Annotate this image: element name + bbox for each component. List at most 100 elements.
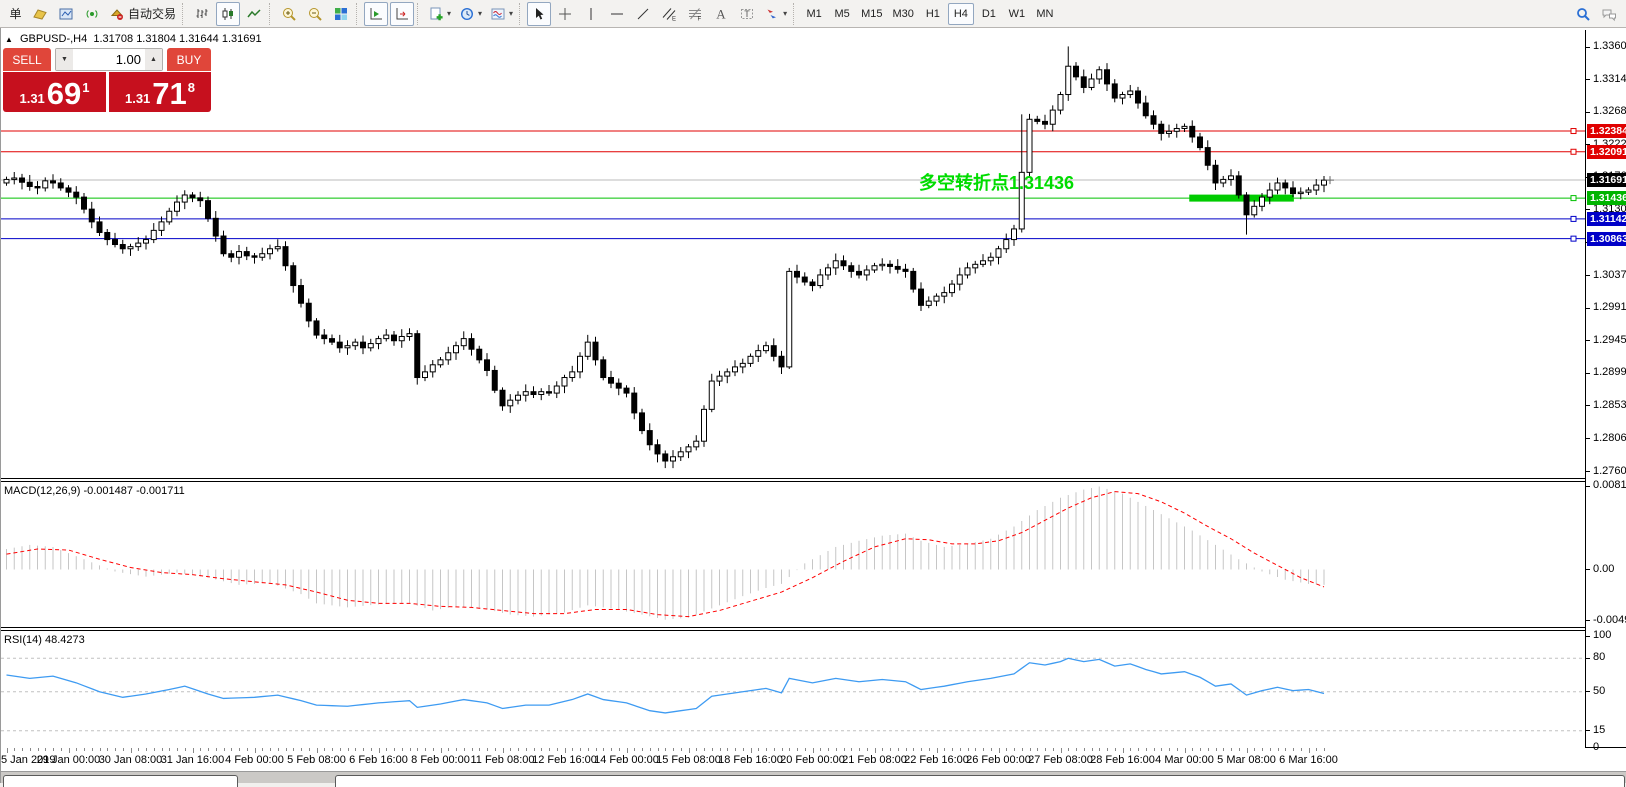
- sell-button[interactable]: SELL: [3, 48, 51, 71]
- time-tick: [742, 748, 744, 751]
- periods-button[interactable]: ▾: [456, 2, 485, 26]
- chat-button[interactable]: [1597, 2, 1621, 26]
- sell-price[interactable]: 1.31 69 1: [3, 72, 106, 112]
- buy-price[interactable]: 1.31 71 8: [109, 72, 211, 112]
- time-tick: [510, 748, 512, 751]
- ohlc-close: 1.31691: [221, 33, 262, 45]
- time-tick: [533, 748, 535, 751]
- crosshair-button[interactable]: [553, 2, 577, 26]
- new-chart-button[interactable]: ▾: [425, 2, 454, 26]
- timeframe-d1-button[interactable]: D1: [981, 7, 996, 20]
- time-tick: [316, 748, 318, 753]
- tile-windows-button[interactable]: [329, 2, 353, 26]
- time-tick: [1300, 748, 1302, 751]
- chart-tab[interactable]: [3, 775, 238, 787]
- time-tick: [1114, 748, 1116, 751]
- zoom-out-button[interactable]: [303, 2, 327, 26]
- sell-price-small: 1.31: [19, 91, 45, 106]
- axis-tick-mark: [1586, 275, 1590, 277]
- horizontal-line-button[interactable]: [605, 2, 629, 26]
- new-order-button[interactable]: 单: [2, 2, 26, 26]
- timeframe-m5-button[interactable]: M5: [834, 7, 850, 20]
- time-tick: [618, 748, 620, 751]
- hline-price-label: 1.31436: [1587, 191, 1626, 206]
- arrows-dropdown-icon[interactable]: ▾: [783, 9, 788, 18]
- time-tick: [153, 748, 155, 751]
- axis-tick-mark: [1586, 471, 1590, 472]
- line-chart-icon: [246, 6, 262, 22]
- equidistant-channel-button[interactable]: E: [657, 2, 681, 26]
- macd-pane[interactable]: [1, 482, 1585, 627]
- bar-chart-button[interactable]: [190, 2, 214, 26]
- zoom-in-button[interactable]: [277, 2, 301, 26]
- axis-tick-mark: [1586, 747, 1590, 748]
- time-tick: [897, 748, 899, 751]
- time-tick: [642, 748, 643, 751]
- time-tick: [758, 748, 760, 751]
- candlestick-chart-button[interactable]: [216, 1, 241, 26]
- templates-dropdown-icon[interactable]: ▾: [509, 9, 514, 18]
- time-tick: [990, 748, 992, 751]
- text-button[interactable]: A: [709, 2, 733, 26]
- chart-annotation[interactable]: 多空转折点1.31436: [919, 173, 1075, 194]
- pane-divider[interactable]: [1, 630, 1626, 631]
- toolbar-separator: [417, 2, 422, 25]
- timeframe-mn-button[interactable]: MN: [1036, 7, 1054, 20]
- new-chart-icon: [428, 6, 444, 22]
- crosshair-icon: [557, 6, 573, 22]
- chart-window[interactable]: ▲ GBPUSD-,H4 1.31708 1.31804 1.31644 1.3…: [0, 28, 1626, 787]
- volume-increase-button[interactable]: ▲: [145, 49, 162, 70]
- axis-tick-mark: [1586, 405, 1590, 407]
- fibonacci-button[interactable]: F: [683, 2, 707, 26]
- chart-window-button[interactable]: [54, 2, 78, 26]
- new-chart-dropdown-icon[interactable]: ▾: [447, 9, 452, 18]
- timeframe-m1-button[interactable]: M1: [806, 7, 822, 20]
- templates-button[interactable]: ▾: [487, 2, 516, 26]
- collapse-triangle-icon[interactable]: ▲: [5, 35, 13, 44]
- arrows-button[interactable]: ▾: [761, 2, 790, 26]
- pane-divider[interactable]: [1, 627, 1626, 628]
- auto-scroll-button[interactable]: [364, 1, 389, 26]
- time-tick: [432, 748, 434, 751]
- publisher-button[interactable]: [28, 2, 52, 26]
- text-label-button[interactable]: T: [735, 2, 759, 26]
- periods-dropdown-icon[interactable]: ▾: [478, 9, 483, 18]
- rsi-pane[interactable]: [1, 631, 1585, 747]
- timeframe-w1-button[interactable]: W1: [1008, 7, 1026, 20]
- time-tick: [1254, 748, 1256, 751]
- volume-decrease-button[interactable]: ▼: [56, 49, 73, 70]
- line-chart-button[interactable]: [242, 2, 266, 26]
- time-tick: [425, 748, 426, 751]
- chart-tab[interactable]: [335, 775, 1625, 787]
- buy-button[interactable]: BUY: [167, 48, 211, 71]
- time-axis[interactable]: 5 Jan 2019 29 Jan 00:00 30 Jan 08:00 31 Jan…: [1, 747, 1585, 771]
- timeframe-m15-button[interactable]: M15: [861, 7, 883, 20]
- trendline-button[interactable]: [631, 2, 655, 26]
- timeframe-h4-button[interactable]: H4: [947, 2, 974, 25]
- timeframe-m30-button[interactable]: M30: [892, 7, 914, 20]
- svg-text:E: E: [672, 16, 676, 22]
- time-tick: [246, 748, 248, 751]
- volume-input[interactable]: 1.00: [115, 52, 141, 67]
- macd-label: MACD(12,26,9) -0.001487 -0.001711: [4, 485, 185, 497]
- price-axis[interactable]: 1.336001.331401.326801.322201.317601.313…: [1585, 30, 1626, 753]
- chart-shift-button[interactable]: [390, 1, 415, 26]
- price-chart-pane[interactable]: [1, 30, 1585, 478]
- toolbar-separator: [793, 2, 798, 25]
- pane-divider[interactable]: [1, 478, 1626, 479]
- axis-tick-label: 1.30370: [1593, 268, 1626, 281]
- axis-tick-mark: [1586, 657, 1590, 659]
- autotrading-button[interactable]: 自动交易: [106, 2, 179, 26]
- vertical-line-button[interactable]: [579, 2, 603, 26]
- search-button[interactable]: [1571, 2, 1595, 26]
- cursor-button[interactable]: [527, 1, 552, 26]
- signal-button[interactable]: [80, 2, 104, 26]
- hline-price-label: 1.32384: [1587, 124, 1626, 139]
- time-tick: [1037, 748, 1039, 751]
- pane-divider[interactable]: [1, 481, 1626, 482]
- time-tick: [1014, 748, 1015, 751]
- time-tick: [115, 748, 116, 751]
- timeframe-h1-button[interactable]: H1: [925, 7, 940, 20]
- date-label: 4 Feb 00:00: [225, 754, 284, 766]
